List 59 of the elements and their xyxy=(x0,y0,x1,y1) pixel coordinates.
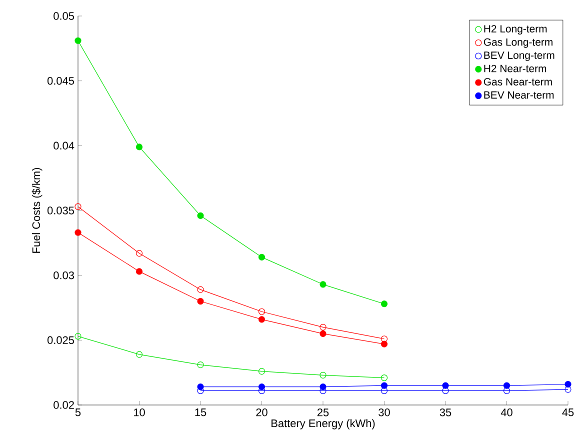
point xyxy=(258,308,266,315)
point xyxy=(380,387,388,394)
point xyxy=(564,386,572,393)
point xyxy=(74,203,82,210)
point xyxy=(197,298,204,305)
point xyxy=(380,336,388,342)
point xyxy=(380,382,388,389)
legend-label: BEV Near-term xyxy=(484,91,554,99)
x-axis-title: Battery Energy (kWh) xyxy=(272,419,375,430)
point xyxy=(564,380,572,388)
point xyxy=(320,372,326,378)
point xyxy=(136,250,143,257)
point xyxy=(258,384,266,390)
y-axis-title: Fuel Costs ($/km) xyxy=(32,168,42,253)
x-tick-label: 40 xyxy=(500,408,512,416)
x-tick-label: 20 xyxy=(256,408,268,416)
x-tick-label: 30 xyxy=(378,408,390,416)
y-tick-label: 0.05 xyxy=(54,12,74,20)
legend-label: Gas Long-term xyxy=(484,38,552,48)
point xyxy=(136,268,143,275)
y-tick-label: 0.02 xyxy=(54,401,74,409)
point xyxy=(74,37,82,44)
point xyxy=(320,384,326,390)
x-tick-label: 25 xyxy=(317,408,329,416)
legend-label: H2 Long-term xyxy=(484,25,547,35)
point xyxy=(258,316,266,323)
x-tick-label: 15 xyxy=(195,408,206,416)
x-tick-label: 10 xyxy=(134,408,145,416)
point xyxy=(320,324,326,330)
legend-label: BEV Long-term xyxy=(484,52,554,62)
point xyxy=(197,286,204,293)
point xyxy=(320,330,326,337)
y-tick-label: 0.045 xyxy=(47,76,74,85)
point xyxy=(197,384,204,390)
x-tick-label: 35 xyxy=(440,408,452,416)
point xyxy=(442,387,449,394)
y-tick-label: 0.025 xyxy=(47,336,74,344)
point xyxy=(380,340,388,348)
point xyxy=(380,374,388,382)
point xyxy=(136,144,143,150)
legend-label: Gas Near-term xyxy=(484,78,552,86)
point xyxy=(258,254,266,260)
point xyxy=(74,332,82,340)
x-tick-label: 5 xyxy=(75,408,81,416)
y-tick-label: 0.035 xyxy=(47,206,74,214)
point xyxy=(503,382,510,389)
y-tick-label: 0.03 xyxy=(54,271,74,280)
point xyxy=(503,387,510,394)
y-tick-label: 0.04 xyxy=(54,142,74,150)
point xyxy=(258,368,266,375)
point xyxy=(320,281,326,288)
legend-label: H2 Near-term xyxy=(484,64,546,72)
point xyxy=(136,351,143,358)
point xyxy=(197,362,204,368)
point xyxy=(197,212,204,219)
point xyxy=(380,300,388,308)
point xyxy=(74,229,82,236)
x-tick-label: 45 xyxy=(562,408,574,416)
point xyxy=(442,382,449,389)
